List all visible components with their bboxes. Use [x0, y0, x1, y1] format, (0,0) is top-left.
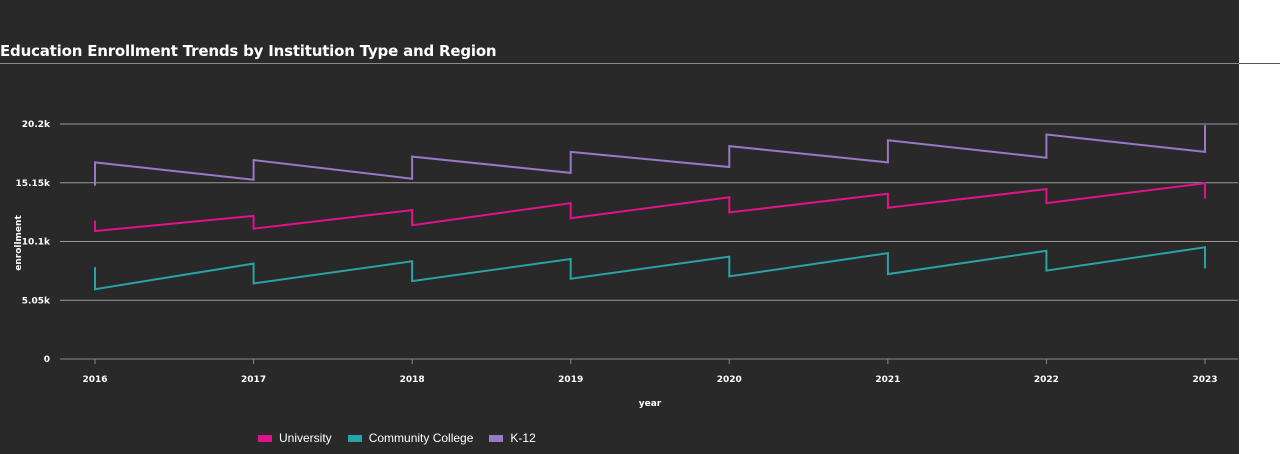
legend-item-university[interactable]: University — [258, 431, 332, 445]
legend-label: Community College — [368, 431, 474, 445]
chart-legend: University Community College K-12 — [258, 431, 536, 445]
chart-panel — [0, 0, 1239, 454]
x-tick-label-5: 2021 — [875, 375, 900, 385]
series-lines — [94, 125, 1206, 291]
y-axis-title: enrollment — [14, 215, 24, 271]
legend-swatch — [489, 434, 504, 442]
y-tick-label-0: 0 — [44, 355, 50, 365]
x-tick-label-6: 2022 — [1034, 375, 1059, 385]
y-tick-label-4: 20.2k — [22, 120, 51, 130]
title-divider — [0, 63, 1280, 64]
grid-lines — [60, 123, 1238, 360]
legend-label: K-12 — [510, 431, 536, 445]
y-tick-label-1: 5.05k — [22, 296, 51, 306]
legend-item-community-college[interactable]: Community College — [347, 431, 474, 445]
x-tick-label-4: 2020 — [717, 375, 742, 385]
x-tick-label-2: 2018 — [400, 375, 425, 385]
x-tick-label-0: 2016 — [82, 375, 107, 385]
y-tick-label-3: 15.15k — [16, 179, 51, 189]
chart-title: Education Enrollment Trends by Instituti… — [0, 42, 497, 60]
legend-swatch — [258, 434, 272, 442]
legend-swatch — [347, 434, 362, 442]
y-tick-labels: 0 5.05k 10.1k 15.15k 20.2k — [16, 120, 51, 365]
series-line-k-12 — [94, 125, 1206, 186]
series-line-university — [94, 182, 1206, 233]
x-tick-labels: 2016 2017 2018 2019 2020 2021 2022 2023 — [82, 359, 1218, 385]
x-tick-label-7: 2023 — [1192, 375, 1217, 385]
legend-item-k-12[interactable]: K-12 — [489, 431, 536, 445]
title-divider-extension — [1239, 63, 1280, 64]
y-tick-label-2: 10.1k — [22, 238, 51, 248]
x-tick-label-3: 2019 — [558, 375, 583, 385]
x-tick-label-1: 2017 — [241, 375, 266, 385]
x-axis-title: year — [639, 399, 662, 409]
legend-label: University — [279, 431, 332, 445]
series-line-community-college — [94, 246, 1206, 291]
